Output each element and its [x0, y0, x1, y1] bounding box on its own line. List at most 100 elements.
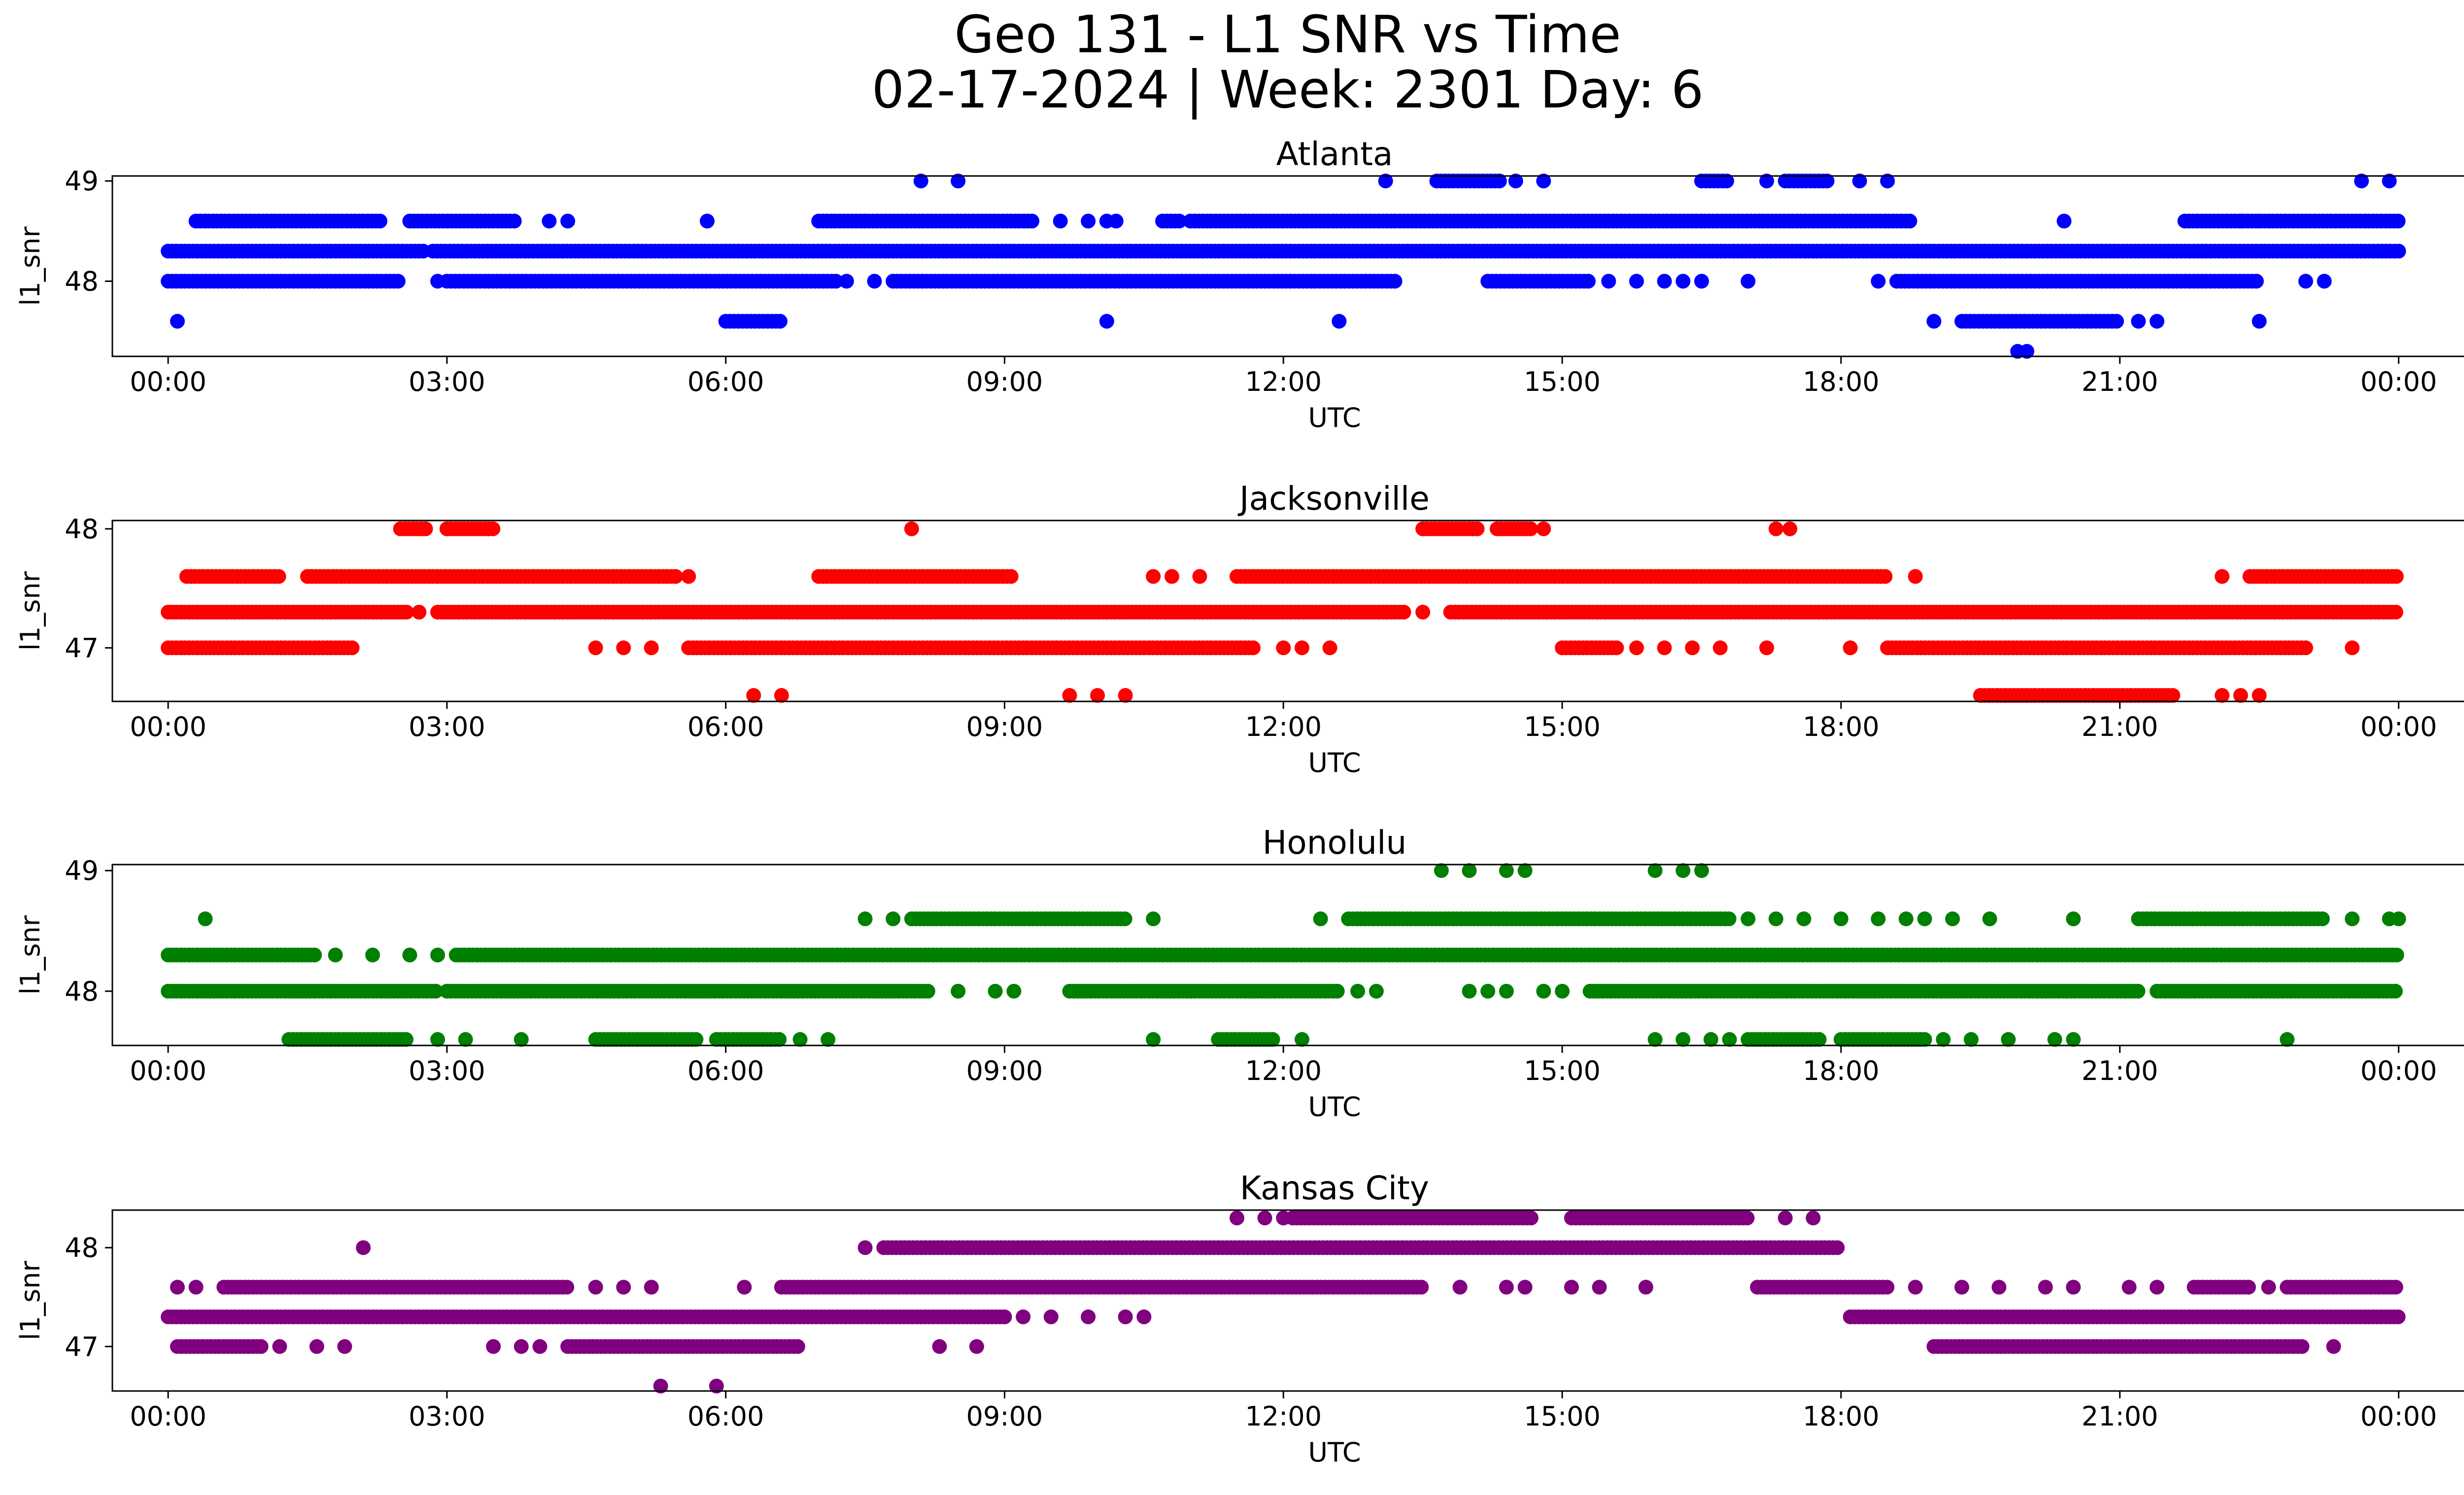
data-point: [2047, 1032, 2062, 1047]
data-point: [1246, 640, 1261, 656]
data-point: [1917, 911, 1932, 927]
data-point: [1609, 640, 1624, 656]
data-point: [1118, 688, 1133, 703]
x-tick-label: 09:00: [966, 711, 1043, 742]
data-point: [513, 1032, 529, 1047]
series-48-3: [161, 947, 2404, 963]
data-point: [1759, 174, 1774, 189]
data-point: [644, 640, 659, 656]
data-point: [913, 174, 928, 189]
data-point: [1003, 569, 1019, 584]
data-point: [542, 213, 557, 229]
data-point: [1917, 1032, 1932, 1047]
data-point: [1043, 1309, 1059, 1324]
x-tick-label: 18:00: [1803, 711, 1880, 742]
scatter-markers-jacksonville: [161, 521, 2404, 703]
data-point: [2066, 911, 2081, 927]
series-47-3: [2010, 344, 2034, 359]
data-point: [2150, 313, 2164, 329]
y-axis-label: l1_snr: [15, 571, 46, 651]
x-tick-label: 09:00: [966, 1055, 1043, 1086]
data-point: [428, 983, 444, 999]
data-point: [458, 1032, 473, 1047]
data-point: [1414, 1280, 1429, 1295]
data-point: [1991, 1280, 2007, 1295]
data-point: [373, 213, 388, 229]
data-point: [1694, 863, 1709, 878]
data-point: [1164, 569, 1179, 584]
data-point: [2066, 1280, 2081, 1295]
series-47-3: [161, 604, 2403, 620]
data-point: [2345, 911, 2360, 927]
x-tick-label: 03:00: [409, 1055, 485, 1086]
data-point: [430, 947, 445, 963]
data-point: [792, 1032, 808, 1047]
data-point: [988, 983, 1003, 999]
y-tick-label: 49: [65, 166, 99, 197]
data-point: [271, 569, 286, 584]
data-point: [1330, 983, 1345, 999]
data-point: [867, 274, 882, 289]
data-point: [1647, 863, 1663, 878]
x-tick-label: 09:00: [966, 366, 1043, 397]
data-point: [272, 1339, 287, 1354]
data-point: [1719, 174, 1734, 189]
data-point: [198, 213, 213, 229]
data-point: [700, 213, 715, 229]
data-point: [1006, 983, 1022, 999]
data-point: [2122, 1280, 2137, 1295]
data-point: [2066, 1032, 2081, 1047]
series-48-0: [161, 274, 2332, 289]
data-point: [1898, 911, 1914, 927]
data-point: [2294, 1339, 2310, 1354]
data-point: [1025, 213, 1040, 229]
subplot-title-honolulu: Honolulu: [1263, 824, 1407, 862]
data-point: [1945, 911, 1960, 927]
data-point: [1908, 1280, 1923, 1295]
data-point: [2382, 174, 2397, 189]
x-tick-label: 00:00: [2361, 1055, 2437, 1086]
data-point: [1741, 911, 1756, 927]
data-point: [2109, 313, 2124, 329]
subplot-title-jacksonville: Jacksonville: [1237, 480, 1430, 518]
x-axis-label: UTC: [1308, 1091, 1361, 1122]
series-47-0: [170, 1339, 2341, 1354]
data-point: [2215, 569, 2230, 584]
data-point: [253, 1339, 269, 1354]
data-point: [1592, 1280, 1607, 1295]
data-point: [1982, 911, 1997, 927]
series-48-0: [393, 521, 1798, 536]
data-point: [1796, 911, 1812, 927]
data-point: [1741, 274, 1756, 289]
data-point: [1852, 174, 1867, 189]
data-point: [559, 1280, 575, 1295]
y-tick-label: 49: [65, 855, 99, 886]
data-point: [1499, 983, 1514, 999]
figure-title-line1: Geo 131 - L1 SNR vs Time: [954, 4, 1621, 65]
x-tick-label: 06:00: [687, 711, 764, 742]
data-point: [1812, 1032, 1827, 1047]
data-point: [616, 640, 631, 656]
series-48-6: [188, 213, 2406, 229]
data-point: [1694, 274, 1709, 289]
data-point: [1062, 688, 1077, 703]
scatter-markers-honolulu: [161, 863, 2406, 1047]
data-point: [1378, 174, 1393, 189]
data-point: [1517, 1280, 1533, 1295]
data-point: [1647, 1032, 1663, 1047]
data-point: [1768, 911, 1783, 927]
y-axis-label: l1_snr: [15, 915, 46, 995]
axes-frame: [111, 520, 2464, 702]
data-point: [1295, 640, 1309, 656]
data-point: [688, 1032, 704, 1047]
data-point: [1118, 1309, 1133, 1324]
data-point: [1722, 1032, 1737, 1047]
data-point: [2056, 213, 2072, 229]
data-point: [1768, 521, 1783, 536]
scatter-markers-kansas-city: [161, 1211, 2406, 1393]
series-48-3: [161, 243, 2406, 259]
y-tick-label: 47: [65, 632, 99, 663]
x-tick-label: 00:00: [130, 1055, 206, 1086]
